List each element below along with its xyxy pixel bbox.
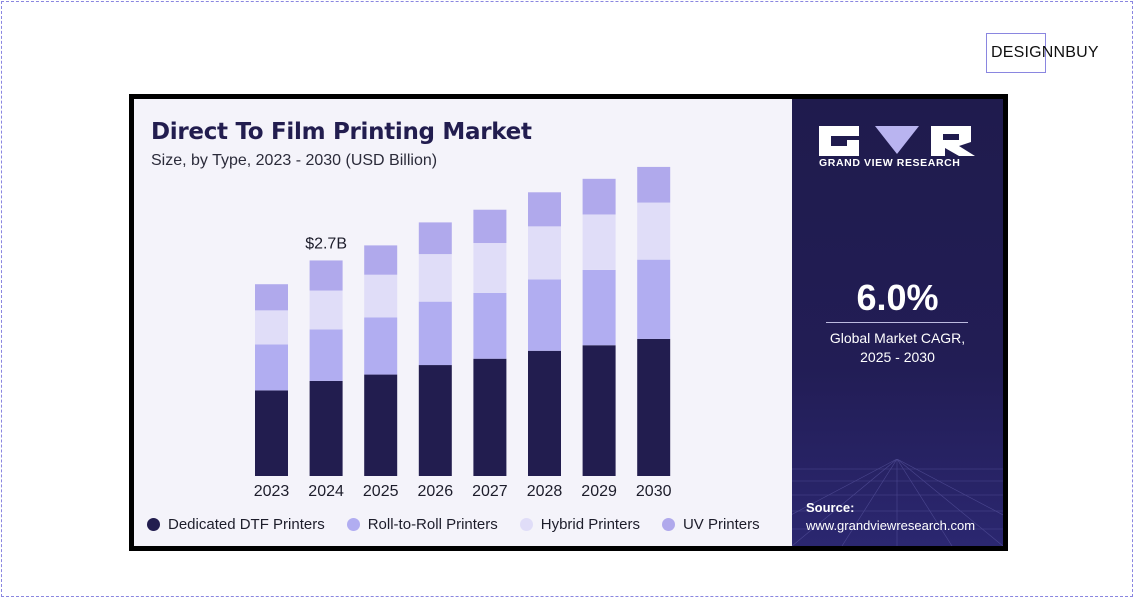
bar-segment-2029-3 bbox=[582, 178, 616, 215]
bar-segment-2025-1 bbox=[364, 317, 398, 375]
bar-chart: 2023 2024 $2.7B 2025 2026 2027 2028 2029 2030 bbox=[254, 166, 672, 500]
bar-segment-2023-3 bbox=[255, 284, 288, 311]
bar-segment-2029-0 bbox=[582, 345, 616, 476]
cagr-value: 6.0% bbox=[856, 277, 939, 318]
bar-segment-2027-0 bbox=[473, 358, 507, 476]
legend-item: Roll-to-Roll Printers bbox=[346, 516, 498, 533]
bar-segment-2028-1 bbox=[528, 279, 561, 351]
legend-item: Dedicated DTF Printers bbox=[147, 516, 325, 533]
bar-segment-2026-0 bbox=[418, 365, 452, 476]
bar-segment-2024-2 bbox=[309, 290, 343, 330]
bar-segment-2023-1 bbox=[255, 344, 288, 391]
chart-legend: Dedicated DTF Printers Roll-to-Roll Print… bbox=[147, 516, 782, 533]
cagr-divider bbox=[826, 322, 968, 323]
legend-label: Roll-to-Roll Printers bbox=[367, 516, 498, 533]
bar-segment-2025-3 bbox=[364, 245, 398, 275]
x-tick-label: 2030 bbox=[636, 483, 672, 500]
bar-segment-2026-1 bbox=[418, 301, 452, 366]
x-tick-label: 2023 bbox=[254, 483, 290, 500]
legend-item: UV Printers bbox=[661, 516, 760, 533]
x-tick-label: 2024 bbox=[308, 483, 344, 500]
bar-segment-2024-0 bbox=[309, 380, 343, 476]
cagr-label: Global Market CAGR, 2025 - 2030 bbox=[792, 329, 1003, 367]
logo-text: GRAND VIEW RESEARCH bbox=[819, 157, 961, 169]
bar-segment-2027-3 bbox=[473, 209, 507, 244]
source-url: www.grandviewresearch.com bbox=[806, 518, 976, 533]
legend-label: Dedicated DTF Printers bbox=[168, 516, 325, 533]
legend-swatch bbox=[661, 518, 675, 531]
bar-segment-2023-0 bbox=[255, 390, 288, 476]
bar-segment-2028-3 bbox=[528, 192, 561, 227]
bar-segment-2025-2 bbox=[364, 274, 398, 318]
bar-segment-2028-0 bbox=[528, 350, 561, 476]
bar-segment-2026-2 bbox=[418, 254, 452, 302]
bar-segment-2024-1 bbox=[309, 329, 343, 381]
brand-box bbox=[986, 33, 1046, 73]
legend-label: Hybrid Printers bbox=[540, 516, 640, 533]
legend-swatch bbox=[147, 518, 160, 531]
perspective-grid bbox=[792, 459, 1003, 546]
cagr-label-line1: Global Market CAGR, bbox=[829, 330, 966, 346]
bar-segment-2030-3 bbox=[637, 166, 671, 203]
bar-segment-2024-3 bbox=[309, 260, 343, 291]
source-label: Source: bbox=[806, 500, 855, 515]
bar-segment-2030-2 bbox=[637, 202, 671, 260]
bar-segment-2030-0 bbox=[637, 338, 671, 476]
legend-item: Hybrid Printers bbox=[519, 516, 640, 533]
bar-segment-2029-2 bbox=[582, 214, 616, 270]
cagr-label-line2: 2025 - 2030 bbox=[860, 349, 935, 365]
bar-segment-2029-1 bbox=[582, 269, 616, 346]
bar-annotation: $2.7B bbox=[305, 235, 347, 252]
x-tick-label: 2027 bbox=[472, 483, 508, 500]
x-tick-label: 2028 bbox=[527, 483, 563, 500]
bar-segment-2026-3 bbox=[418, 222, 452, 255]
bar-segment-2023-2 bbox=[255, 310, 288, 345]
bar-segment-2025-0 bbox=[364, 374, 398, 476]
bar-segment-2027-2 bbox=[473, 243, 507, 293]
bar-segment-2027-1 bbox=[473, 292, 507, 359]
x-tick-label: 2029 bbox=[581, 483, 617, 500]
infographic-card: Direct To Film Printing Market Size, by … bbox=[129, 94, 1008, 551]
bar-segment-2028-2 bbox=[528, 226, 561, 280]
brand-label: DESIGNNBUY bbox=[991, 44, 1099, 61]
x-tick-label: 2025 bbox=[363, 483, 399, 500]
legend-swatch bbox=[346, 518, 360, 531]
legend-label: UV Printers bbox=[682, 516, 760, 533]
x-tick-label: 2026 bbox=[418, 483, 454, 500]
gvr-logo-icon bbox=[819, 126, 975, 156]
chart-subtitle: Size, by Type, 2023 - 2030 (USD Billion) bbox=[151, 152, 438, 169]
legend-swatch bbox=[519, 518, 533, 531]
side-panel: GRAND VIEW RESEARCH 6.0% Global Market C… bbox=[792, 99, 1003, 546]
chart-title: Direct To Film Printing Market bbox=[151, 119, 532, 145]
chart-panel: Direct To Film Printing Market Size, by … bbox=[134, 99, 792, 546]
bar-segment-2030-1 bbox=[637, 259, 671, 339]
brand-tag: DESIGNNBUY bbox=[986, 33, 1106, 73]
